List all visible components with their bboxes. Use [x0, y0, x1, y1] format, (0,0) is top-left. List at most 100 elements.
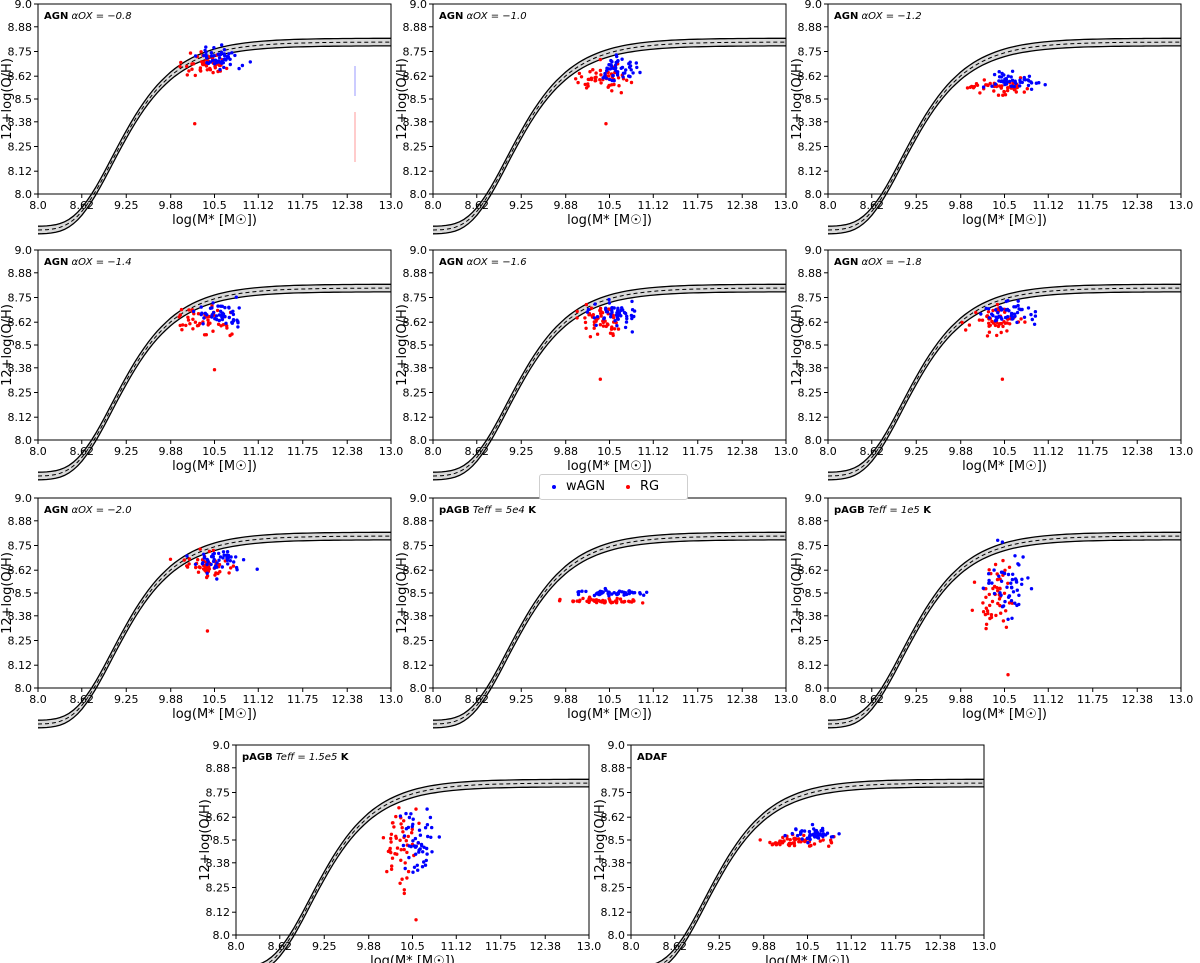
rg-point: [202, 333, 207, 337]
y-tick-label: 8.12: [8, 659, 33, 672]
x-tick-label: 9.88: [356, 940, 381, 953]
x-tick-label: 9.25: [509, 445, 534, 458]
wagn-point: [638, 70, 642, 75]
rg-point: [627, 599, 631, 603]
wagn-point: [990, 312, 994, 316]
wagn-point: [612, 79, 616, 83]
wagn-point: [576, 590, 580, 594]
y-tick-label: 8.88: [8, 515, 33, 528]
wagn-point: [1010, 577, 1015, 582]
rg-point: [978, 91, 982, 95]
y-axis-label: 12+log(O/H): [0, 552, 15, 634]
x-tick-label: 8.62: [465, 445, 490, 458]
relation-upper-line: [827, 283, 1181, 473]
y-axis-label: 12+log(O/H): [790, 58, 805, 140]
wagn-point: [411, 817, 415, 821]
rg-point: [228, 333, 232, 338]
y-tick-label: 8.5: [15, 339, 33, 352]
y-tick-label: 8.62: [403, 70, 428, 83]
x-axis-label: log(M* [M☉]): [172, 707, 257, 722]
rg-point: [1023, 320, 1027, 324]
rg-point: [588, 70, 592, 74]
wagn-point: [221, 556, 225, 560]
wagn-point: [997, 79, 1001, 83]
wagn-point: [437, 835, 441, 839]
rg-point: [1002, 591, 1007, 595]
y-tick-label: 8.25: [403, 387, 428, 400]
rg-point: [225, 66, 229, 71]
y-axis-label: 12+log(O/H): [593, 799, 608, 881]
relation-upper-line: [432, 283, 786, 473]
wagn-point: [193, 562, 198, 566]
wagn-point: [1010, 586, 1014, 590]
rg-point: [984, 595, 988, 599]
x-tick-label: 12.38: [1121, 199, 1153, 212]
rg-point: [995, 302, 1000, 307]
rg-point: [996, 589, 1000, 593]
wagn-point: [610, 60, 614, 64]
wagn-point: [212, 46, 216, 50]
wagn-point: [1002, 73, 1006, 77]
wagn-point: [228, 559, 232, 563]
y-tick-label: 8.12: [798, 165, 823, 178]
rg-point: [591, 68, 595, 72]
wagn-point: [255, 567, 259, 571]
x-tick-label: 10.5: [202, 199, 227, 212]
x-tick-label: 9.88: [948, 445, 973, 458]
wagn-point: [1000, 605, 1005, 609]
x-tick-label: 9.88: [158, 445, 183, 458]
wagn-point: [204, 50, 208, 55]
relation-lower-line: [432, 539, 786, 729]
y-tick-label: 8.12: [206, 906, 231, 919]
wagn-point: [1015, 320, 1019, 325]
wagn-point: [227, 306, 231, 310]
wagn-point: [425, 852, 429, 856]
wagn-point: [987, 578, 991, 583]
y-tick-label: 8.12: [403, 659, 428, 672]
panel-label: AGN αOX = −1.6: [439, 257, 527, 268]
x-tick-label: 12.38: [331, 693, 363, 706]
rg-point: [185, 64, 189, 69]
rg-point: [187, 557, 192, 561]
y-tick-label: 8.75: [798, 292, 823, 305]
wagn-point: [412, 865, 417, 869]
rg-point: [965, 86, 970, 90]
x-tick-label: 13.0: [1169, 693, 1194, 706]
rg-point: [599, 311, 603, 316]
rg-point: [615, 596, 619, 601]
wagn-point: [984, 306, 988, 311]
rg-point: [600, 600, 604, 604]
wagn-point: [609, 315, 613, 319]
y-tick-label: 8.0: [15, 682, 33, 695]
rg-point: [788, 838, 792, 842]
wagn-point: [215, 561, 219, 565]
rg-point: [1001, 324, 1005, 329]
x-tick-label: 8.0: [424, 445, 442, 458]
y-tick-label: 9.0: [410, 244, 428, 257]
wagn-point: [607, 77, 612, 82]
rg-point: [809, 843, 813, 848]
wagn-point: [638, 592, 642, 596]
wagn-point: [222, 553, 226, 557]
wagn-point: [619, 314, 623, 318]
panel-1: 8.0 8.62 9.25 9.88 10.5 11.12 11.75 12.38 13.0 8.…: [0, 0, 403, 235]
wagn-point: [614, 66, 618, 70]
y-tick-label: 8.0: [805, 682, 823, 695]
wagn-point: [622, 593, 626, 597]
rg-point: [992, 89, 996, 93]
rg-point: [395, 852, 399, 856]
y-tick-label: 8.88: [798, 21, 823, 34]
rg-point: [399, 858, 403, 862]
rg-point: [1019, 317, 1023, 321]
wagn-point: [997, 574, 1001, 578]
rg-point: [598, 323, 603, 327]
rg-point: [586, 84, 590, 88]
rg-point: [193, 320, 198, 324]
rg-point: [198, 547, 202, 551]
wagn-point: [234, 565, 239, 570]
rg-point: [397, 806, 401, 810]
wagn-point: [205, 562, 209, 567]
rg-point: [1013, 87, 1017, 92]
rg-point: [995, 586, 999, 590]
rg-point: [194, 565, 198, 570]
